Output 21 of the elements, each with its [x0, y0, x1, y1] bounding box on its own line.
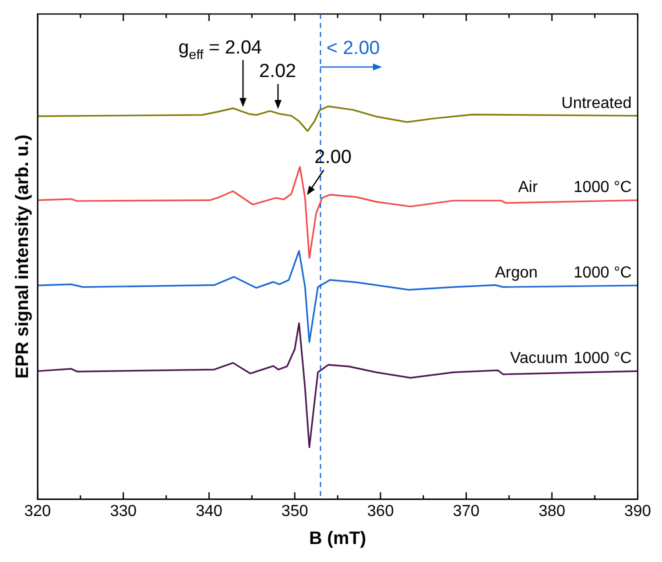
- series-label: Untreated: [561, 94, 632, 112]
- annotation: 2.04: [224, 37, 262, 58]
- annotation: 1000 °C: [574, 350, 632, 368]
- annotation: 1000 °C: [574, 179, 632, 196]
- x-tick-label: 380: [538, 503, 566, 520]
- y-axis-title: EPR signal intensity (arb. u.): [12, 134, 32, 379]
- x-tick-label: 340: [196, 503, 222, 520]
- x-tick-label: 390: [624, 503, 652, 520]
- annotation: 2.02: [259, 61, 296, 82]
- annotation: 1000 °C: [574, 264, 632, 282]
- x-tick-label: 350: [281, 503, 308, 520]
- x-tick-label: 370: [452, 503, 480, 520]
- x-tick-label: 320: [24, 503, 52, 520]
- x-tick-label: 360: [367, 503, 394, 520]
- annotation: 2.00: [314, 146, 352, 168]
- text: < 2.00: [326, 38, 380, 59]
- x-tick-label: 330: [110, 503, 137, 520]
- series-label: Vacuum: [510, 350, 568, 368]
- series-label: Argon: [494, 264, 538, 282]
- x-axis-title: B (mT): [309, 528, 366, 548]
- series-label: Air: [518, 179, 538, 196]
